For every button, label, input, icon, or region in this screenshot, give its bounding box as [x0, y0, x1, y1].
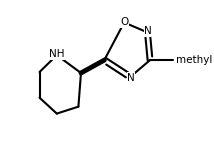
Text: methyl: methyl — [176, 55, 212, 65]
Text: N: N — [144, 26, 152, 36]
Text: N: N — [127, 73, 135, 83]
Text: NH: NH — [49, 49, 65, 59]
Text: O: O — [120, 17, 128, 28]
